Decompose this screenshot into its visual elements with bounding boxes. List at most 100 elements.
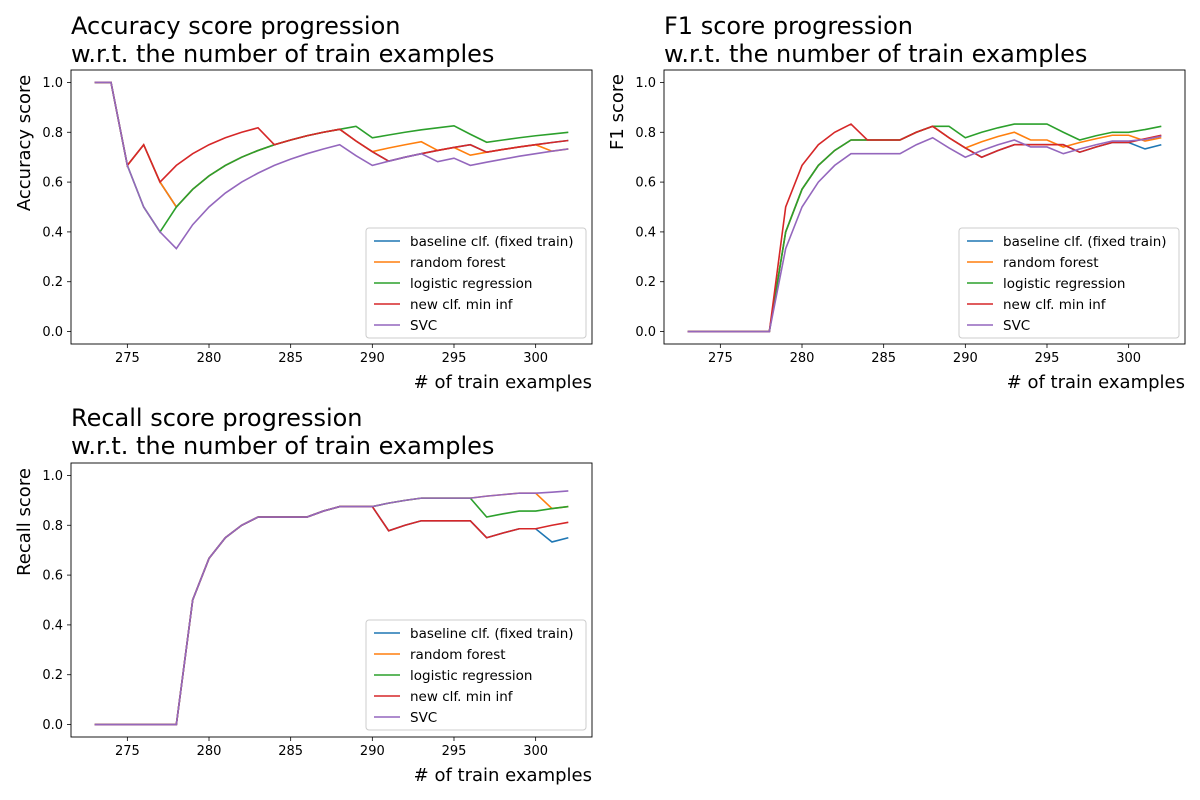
legend-label: random forest — [1003, 255, 1099, 271]
y-tick: 0.0 — [635, 325, 664, 340]
x-ticks: 275 280 285 290 295 300 — [115, 737, 548, 759]
legend-label: baseline clf. (fixed train) — [410, 234, 574, 250]
y-tick: 0.0 — [42, 718, 71, 733]
y-tick: 1.0 — [42, 469, 71, 484]
x-tick: 290 — [360, 344, 385, 366]
series-line-svc — [94, 81, 569, 250]
legend-label: SVC — [410, 318, 437, 334]
y-tick: 0.2 — [635, 275, 664, 290]
y-tick: 0.8 — [42, 126, 71, 141]
legend-box — [365, 227, 587, 339]
y-tick-label: 0.8 — [42, 126, 63, 141]
legend-item: baseline clf. (fixed train) — [374, 234, 574, 250]
x-tick: 280 — [197, 344, 222, 366]
legend-item: logistic regression — [967, 276, 1125, 292]
legend-item: logistic regression — [374, 276, 532, 292]
x-tick: 285 — [278, 737, 303, 759]
series-lines — [94, 490, 569, 726]
y-tick: 0.6 — [42, 176, 71, 191]
y-tick: 0.6 — [635, 176, 664, 191]
x-tick: 295 — [442, 344, 467, 366]
legend: baseline clf. (fixed train) random fores… — [958, 227, 1180, 339]
chart-title: Accuracy score progression — [71, 12, 400, 40]
x-tick-label: 295 — [442, 351, 467, 366]
legend-item: new clf. min inf — [967, 297, 1107, 313]
x-tick-label: 300 — [523, 744, 548, 759]
series-line-random-forest — [94, 81, 569, 209]
plot-frame — [663, 69, 1186, 345]
legend-label: baseline clf. (fixed train) — [410, 626, 574, 642]
series-line-svc — [94, 490, 569, 726]
x-tick-label: 285 — [278, 351, 303, 366]
y-tick-label: 0.2 — [42, 275, 63, 290]
y-tick-label: 0.0 — [42, 325, 63, 340]
legend-label: random forest — [410, 255, 506, 271]
x-axis-label: # of train examples — [1007, 372, 1185, 393]
legend: baseline clf. (fixed train) random fores… — [365, 227, 587, 339]
chart-title: F1 score progression — [664, 12, 913, 40]
y-tick-label: 0.4 — [42, 225, 63, 240]
legend-item: SVC — [967, 318, 1030, 334]
x-tick: 290 — [360, 737, 385, 759]
y-tick-label: 0.0 — [42, 718, 63, 733]
y-axis-label: Accuracy score — [14, 75, 35, 211]
legend-item: logistic regression — [374, 668, 532, 684]
x-tick: 300 — [523, 344, 548, 366]
x-tick: 280 — [790, 344, 814, 366]
y-axis-label: Recall score — [14, 468, 35, 576]
y-tick-label: 0.0 — [635, 325, 656, 340]
legend-label: new clf. min inf — [410, 297, 514, 313]
x-tick: 280 — [197, 737, 222, 759]
legend-item: random forest — [967, 255, 1099, 271]
x-tick: 275 — [708, 344, 733, 366]
x-tick-label: 290 — [360, 744, 385, 759]
series-line-new-clf-min-inf — [94, 81, 569, 184]
x-ticks: 275 280 285 290 295 300 — [708, 344, 1141, 366]
y-tick: 0.8 — [42, 519, 71, 534]
plot-frame — [70, 69, 593, 345]
legend: baseline clf. (fixed train) random fores… — [365, 619, 587, 731]
x-tick-label: 285 — [278, 744, 303, 759]
y-tick-label: 0.6 — [635, 176, 656, 191]
x-axis-label: # of train examples — [414, 372, 592, 393]
plot-frame — [70, 462, 593, 738]
legend-label: SVC — [410, 710, 437, 726]
y-tick: 0.2 — [42, 668, 71, 683]
y-tick: 1.0 — [635, 76, 664, 91]
legend-item: baseline clf. (fixed train) — [374, 626, 574, 642]
x-tick-label: 280 — [197, 351, 222, 366]
y-tick: 0.8 — [635, 126, 664, 141]
f1-chart: F1 score progression w.r.t. the number o… — [607, 12, 1186, 393]
series-line-logistic-regression — [94, 81, 569, 234]
y-tick-label: 0.4 — [635, 225, 656, 240]
y-ticks: 0.0 0.2 0.4 0.6 0.8 1.0 — [635, 76, 664, 340]
x-tick-label: 280 — [197, 744, 222, 759]
y-tick: 0.4 — [42, 618, 71, 633]
y-tick-label: 1.0 — [42, 76, 63, 91]
y-tick: 0.0 — [42, 325, 71, 340]
y-tick: 0.2 — [42, 275, 71, 290]
series-line-svc — [687, 135, 1162, 333]
y-tick: 0.4 — [42, 225, 71, 240]
accuracy-chart: Accuracy score progression w.r.t. the nu… — [14, 12, 593, 393]
x-tick-label: 275 — [115, 744, 140, 759]
y-tick-label: 0.2 — [42, 668, 63, 683]
series-line-baseline — [94, 81, 569, 209]
y-axis-label: F1 score — [607, 74, 628, 150]
legend-item: new clf. min inf — [374, 689, 514, 705]
y-tick-label: 0.6 — [42, 176, 63, 191]
legend-label: logistic regression — [410, 668, 532, 684]
legend-label: logistic regression — [1003, 276, 1125, 292]
y-ticks: 0.0 0.2 0.4 0.6 0.8 1.0 — [42, 469, 71, 733]
x-tick-label: 300 — [523, 351, 548, 366]
x-tick-label: 295 — [442, 744, 467, 759]
y-tick-label: 0.4 — [42, 618, 63, 633]
x-tick: 300 — [523, 737, 548, 759]
chart-subtitle: w.r.t. the number of train examples — [664, 40, 1087, 68]
legend-label: random forest — [410, 647, 506, 663]
legend-box — [365, 619, 587, 731]
x-tick: 275 — [115, 737, 140, 759]
x-tick-label: 290 — [953, 351, 978, 366]
x-tick: 300 — [1116, 344, 1141, 366]
legend-item: random forest — [374, 255, 506, 271]
